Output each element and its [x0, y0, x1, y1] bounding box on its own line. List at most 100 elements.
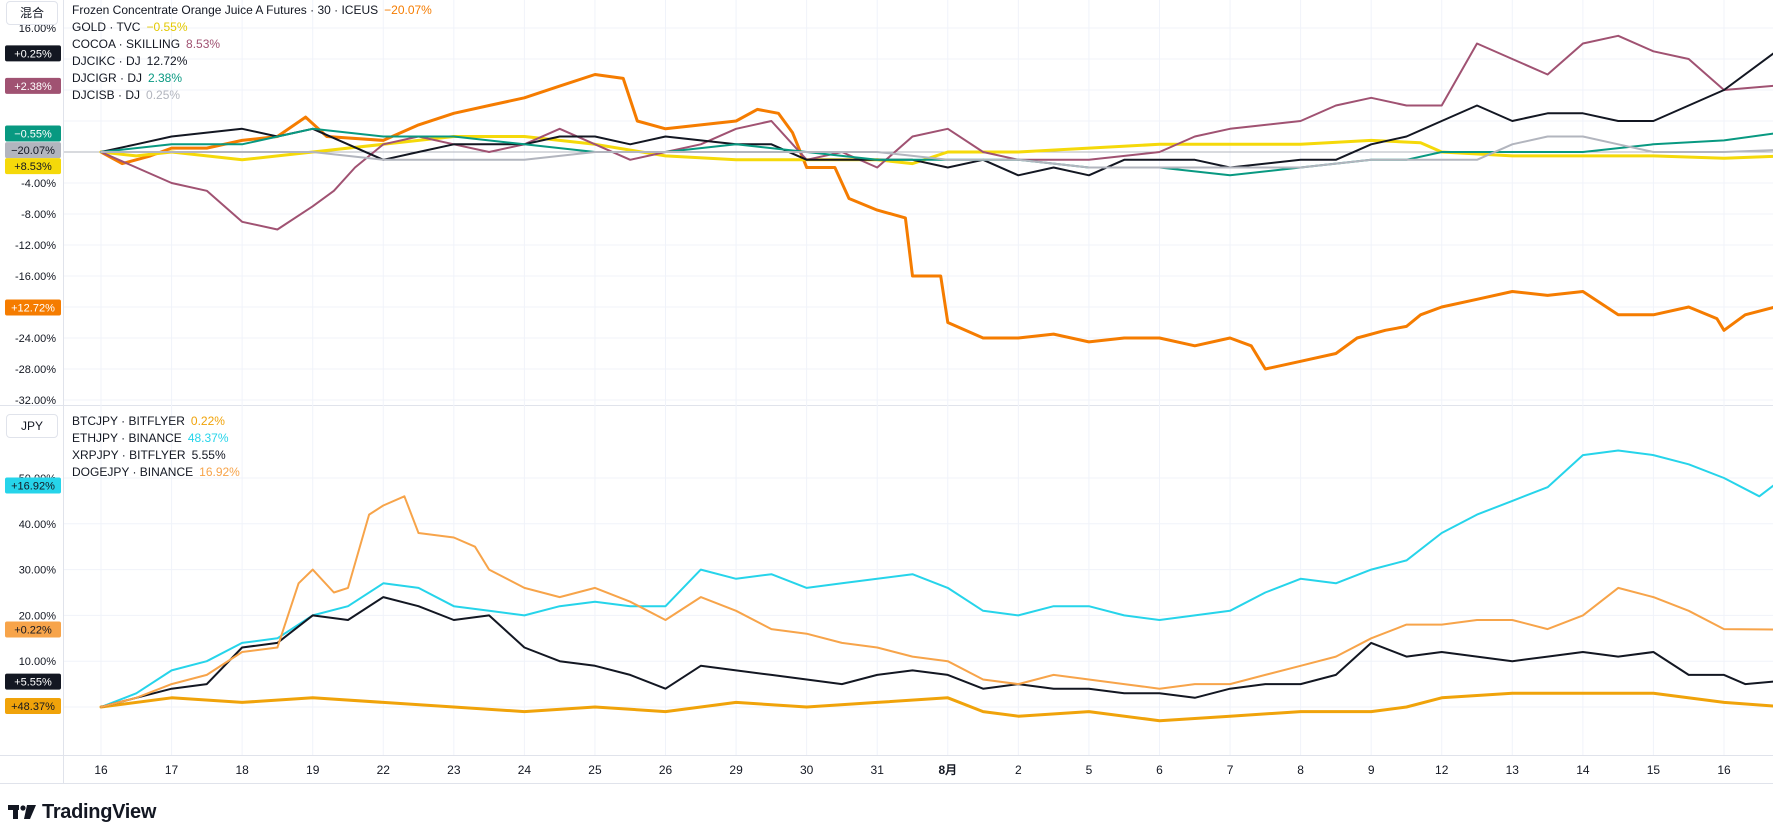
legend-row-djcikc[interactable]: DJCIKC · DJ 12.72% — [72, 53, 432, 70]
legend-row-djcigr[interactable]: DJCIGR · DJ 2.38% — [72, 70, 432, 87]
legend-name: XRPJPY · BITFLYER — [72, 448, 186, 462]
y-tick-label: 10.00% — [19, 656, 57, 668]
x-tick-label: 15 — [1647, 763, 1661, 777]
y-tick-label: 20.00% — [19, 610, 57, 622]
y-tick-label: 40.00% — [19, 519, 57, 531]
last-value-label-0-0: +12.72% — [11, 303, 55, 315]
legend-value: 12.72% — [146, 54, 188, 68]
x-tick-label: 29 — [729, 763, 743, 777]
legend-row-xrpjpy[interactable]: XRPJPY · BITFLYER 5.55% — [72, 447, 240, 464]
y-tick-label: -24.00% — [15, 333, 56, 345]
x-tick-label: 19 — [306, 763, 320, 777]
tradingview-logo-icon — [8, 805, 36, 819]
last-value-badge-1-1 — [5, 477, 61, 494]
series-line-1-2 — [100, 596, 1773, 708]
legend-row-ethjpy[interactable]: ETHJPY · BINANCE 48.37% — [72, 430, 240, 447]
x-tick-label: 16 — [94, 763, 108, 777]
x-tick-label: 7 — [1227, 763, 1234, 777]
x-tick-label: 9 — [1368, 763, 1375, 777]
last-value-badge-1-2 — [5, 673, 61, 690]
legend-name: COCOA · SKILLING — [72, 37, 181, 51]
legend-value: 48.37% — [187, 431, 229, 445]
x-tick-label: 12 — [1435, 763, 1449, 777]
x-tick-label: 14 — [1576, 763, 1590, 777]
last-value-label-0-5: −20.07% — [11, 145, 55, 157]
legend-value: 0.22% — [190, 414, 225, 428]
legend-name: BTCJPY · BITFLYER — [72, 414, 185, 428]
legend-name: DJCISB · DJ — [72, 88, 141, 102]
last-value-badge-0-4 — [5, 125, 61, 142]
legend-value: 5.55% — [191, 448, 226, 462]
legend-row-gold[interactable]: GOLD · TVC −0.55% — [72, 19, 432, 36]
x-tick-label: 2 — [1015, 763, 1022, 777]
legend-row-cocoa[interactable]: COCOA · SKILLING 8.53% — [72, 36, 432, 53]
x-tick-label: 5 — [1086, 763, 1093, 777]
legend-name: DOGEJPY · BINANCE — [72, 465, 194, 479]
x-tick-label: 8 — [1297, 763, 1304, 777]
legend-value: 2.38% — [148, 71, 183, 85]
legend-value: −0.55% — [146, 20, 188, 34]
brand-name: TradingView — [42, 800, 157, 823]
series-line-1-0 — [99, 691, 1773, 723]
last-value-label-1-3: +0.22% — [14, 625, 52, 637]
y-tick-label: -8.00% — [21, 209, 56, 221]
series-line-0-5 — [100, 135, 1773, 169]
x-tick-label: 26 — [659, 763, 673, 777]
legend-row-djcisb[interactable]: DJCISB · DJ 0.25% — [72, 87, 432, 104]
last-value-label-0-1: +8.53% — [14, 161, 52, 173]
y-tick-label: -32.00% — [15, 395, 56, 407]
y-tick-label: 30.00% — [19, 565, 57, 577]
series-line-1-3 — [100, 495, 1773, 708]
x-tick-label: 22 — [377, 763, 391, 777]
last-value-label-0-2: +2.38% — [14, 81, 52, 93]
pane-2-legend: BTCJPY · BITFLYER 0.22% ETHJPY · BINANCE 4… — [72, 413, 240, 481]
x-tick-label: 8月 — [938, 763, 957, 777]
pane-2-tag[interactable]: JPY — [6, 414, 58, 438]
legend-name: Frozen Concentrate Orange Juice A Future… — [72, 3, 379, 17]
y-tick-label: -28.00% — [15, 364, 56, 376]
last-value-badge-1-3 — [5, 621, 61, 638]
legend-row-orange-juice[interactable]: Frozen Concentrate Orange Juice A Future… — [72, 2, 432, 19]
x-tick-label: 13 — [1506, 763, 1520, 777]
x-tick-label: 25 — [588, 763, 602, 777]
x-tick-label: 18 — [235, 763, 249, 777]
legend-name: GOLD · TVC — [72, 20, 141, 34]
last-value-label-1-2: +5.55% — [14, 677, 52, 689]
last-value-badge-0-1 — [5, 158, 61, 175]
y-tick-label: 16.00% — [19, 23, 57, 35]
x-tick-label: 6 — [1156, 763, 1163, 777]
y-tick-label: -12.00% — [15, 240, 56, 252]
y-tick-label: -16.00% — [15, 271, 56, 283]
legend-value: 0.25% — [146, 88, 181, 102]
last-value-badge-0-3 — [5, 45, 61, 62]
legend-value: 8.53% — [186, 37, 221, 51]
x-tick-label: 30 — [800, 763, 814, 777]
x-tick-label: 17 — [165, 763, 179, 777]
legend-row-dogejpy[interactable]: DOGEJPY · BINANCE 16.92% — [72, 464, 240, 481]
last-value-badge-0-2 — [5, 77, 61, 94]
legend-name: DJCIKC · DJ — [72, 54, 141, 68]
tradingview-brand[interactable]: TradingView — [8, 800, 156, 824]
last-value-label-0-4: −0.55% — [14, 129, 52, 141]
legend-row-btcjpy[interactable]: BTCJPY · BITFLYER 0.22% — [72, 413, 240, 430]
pane-1-tag[interactable]: 混合 — [6, 1, 58, 25]
series-line-0-3 — [100, 52, 1773, 177]
last-value-badge-0-5 — [5, 142, 61, 159]
pane-1-legend: Frozen Concentrate Orange Juice A Future… — [72, 2, 432, 104]
y-tick-label: -4.00% — [21, 178, 56, 190]
x-tick-label: 24 — [518, 763, 532, 777]
last-value-label-0-3: +0.25% — [14, 48, 52, 60]
legend-value: −20.07% — [384, 3, 432, 17]
last-value-label-1-0: +48.37% — [11, 701, 55, 713]
x-tick-label: 23 — [447, 763, 461, 777]
last-value-badge-0-0 — [5, 299, 61, 316]
last-value-badge-1-0 — [5, 697, 61, 714]
legend-name: ETHJPY · BINANCE — [72, 431, 182, 445]
series-line-0-0 — [99, 73, 1773, 371]
x-tick-label: 16 — [1717, 763, 1731, 777]
x-tick-label: 31 — [871, 763, 885, 777]
legend-name: DJCIGR · DJ — [72, 71, 142, 85]
last-value-label-1-1: +16.92% — [11, 480, 55, 492]
chart-svg: 16 17 18 19 22 23 24 25 26 29 30 31 8月 2 5 6 7 8 9 12 13 14 15… — [0, 0, 1773, 784]
